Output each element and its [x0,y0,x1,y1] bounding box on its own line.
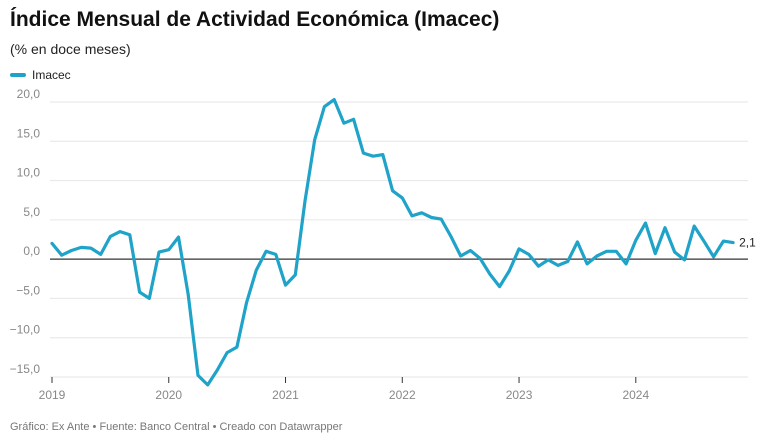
x-tick-label: 2020 [155,388,182,402]
x-tick-label: 2023 [506,388,533,402]
chart-subtitle: (% en doce meses) [10,41,131,57]
y-tick-label: −5,0 [16,283,40,297]
x-tick-label: 2019 [39,388,66,402]
x-tick-label: 2021 [272,388,299,402]
legend-swatch [10,73,26,77]
y-tick-label: 20,0 [17,87,41,101]
y-tick-label: 10,0 [17,166,41,180]
y-tick-label: 5,0 [23,205,40,219]
x-tick-label: 2024 [622,388,649,402]
y-tick-label: 15,0 [17,126,41,140]
legend-label: Imacec [32,68,71,82]
y-tick-label: −15,0 [10,362,41,376]
x-tick-label: 2022 [389,388,416,402]
y-tick-label: −10,0 [10,323,41,337]
end-value-label: 2,1 [739,236,756,250]
footer-credit: Gráfico: Ex Ante • Fuente: Banco Central… [10,421,343,433]
legend: Imacec [10,68,71,82]
imacec-series-line [50,97,735,387]
chart-title: Índice Mensual de Actividad Económica (I… [10,8,500,31]
y-tick-label: 0,0 [23,244,40,258]
